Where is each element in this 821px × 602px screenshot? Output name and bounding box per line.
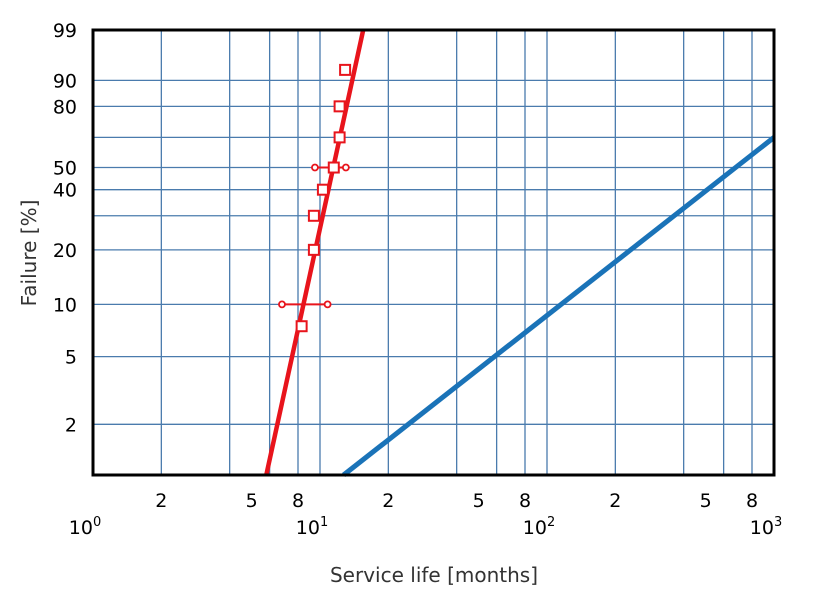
x-tick-label: 8	[519, 490, 531, 512]
decade-base: 10	[296, 517, 320, 539]
x-tick-label: 8	[746, 490, 758, 512]
x-tick-label: 5	[700, 490, 712, 512]
data-point	[307, 209, 320, 222]
y-tick-label: 99	[53, 20, 77, 42]
data-point	[295, 320, 308, 333]
interval-endpoint	[341, 163, 350, 172]
x-decade-label: 100	[69, 515, 101, 539]
series-line	[342, 135, 776, 477]
interval-endpoint	[323, 300, 332, 309]
decade-base: 10	[750, 517, 774, 539]
y-tick-label: 2	[65, 414, 77, 436]
decade-exponent: 3	[774, 515, 782, 530]
data-point	[327, 161, 340, 174]
x-tick-label: 2	[155, 490, 167, 512]
x-decade-label: 103	[750, 515, 782, 539]
data-point	[333, 131, 346, 144]
y-tick-label: 90	[53, 70, 77, 92]
x-decade-label: 102	[523, 515, 555, 539]
decade-base: 10	[69, 517, 93, 539]
x-axis-label: Service life [months]	[330, 563, 538, 587]
x-tick-labels: 2 5 8 2 5 8 2 5 8	[155, 490, 758, 512]
y-tick-label: 40	[53, 180, 77, 202]
x-tick-label: 5	[473, 490, 485, 512]
decade-exponent: 2	[547, 515, 555, 530]
plot-frame	[91, 28, 776, 477]
x-tick-label: 5	[246, 490, 258, 512]
y-axis-label: Failure [%]	[17, 200, 41, 307]
y-tick-label: 20	[53, 240, 77, 262]
y-tick-label: 50	[53, 158, 77, 180]
y-tick-label: 80	[53, 96, 77, 118]
data-point	[316, 183, 329, 196]
x-tick-label: 2	[382, 490, 394, 512]
y-tick-label: 5	[65, 347, 77, 369]
x-decade-labels: 100 101 102 103	[69, 515, 782, 539]
x-decade-label: 101	[296, 515, 328, 539]
y-tick-label: 10	[53, 294, 77, 316]
interval-endpoint	[278, 300, 286, 309]
y-gridlines	[93, 79, 774, 425]
data-point	[307, 243, 320, 256]
decade-base: 10	[523, 517, 547, 539]
x-tick-label: 8	[292, 490, 304, 512]
series-layer	[264, 29, 776, 477]
decade-exponent: 1	[320, 515, 328, 530]
data-point	[333, 100, 346, 113]
x-gridlines	[160, 30, 753, 475]
data-point	[339, 63, 352, 76]
decade-exponent: 0	[93, 515, 101, 530]
x-tick-label: 2	[609, 490, 621, 512]
interval-endpoint	[311, 163, 319, 172]
